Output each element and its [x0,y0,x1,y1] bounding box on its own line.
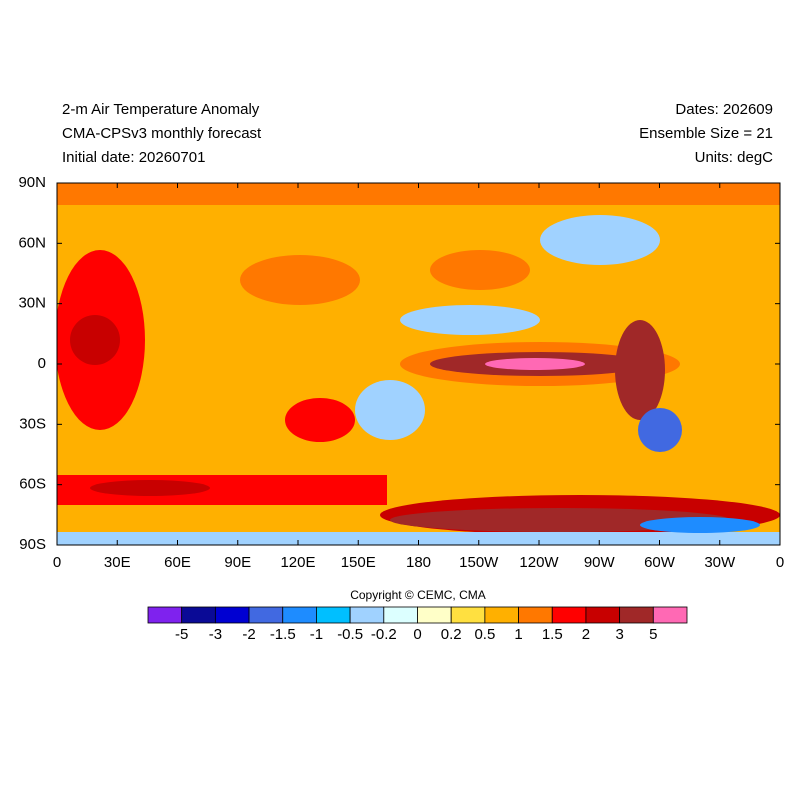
lon-label: 60W [644,554,676,571]
lon-label: 0 [776,554,784,571]
lon-label: 0 [53,554,61,571]
colorbar-label: 2 [582,626,590,643]
title-line: Initial date: 20260701 [62,149,205,166]
colorbar-label: 0.5 [474,626,495,643]
colorbar-box [619,606,654,624]
lat-label: 90N [18,174,46,191]
colorbar-box [652,606,688,624]
info-line: Ensemble Size = 21 [639,125,773,142]
lon-label: 30W [704,554,736,571]
lon-label: 90W [584,554,616,571]
colorbar-label: -2 [242,626,255,643]
colorbar-box [316,606,351,624]
copyright: Copyright © CEMC, CMA [350,588,486,602]
colorbar-label: -0.2 [371,626,397,643]
lat-label: 0 [38,355,46,372]
colorbar-label: 3 [615,626,623,643]
colorbar-box [484,606,519,624]
lat-label: 30S [19,415,46,432]
lon-label: 150E [341,554,376,571]
colorbar-label: -0.5 [337,626,363,643]
lon-label: 120W [519,554,559,571]
title-line: CMA-CPSv3 monthly forecast [62,125,262,142]
colorbar-label: 1 [514,626,522,643]
colorbar-box [551,606,587,624]
colorbar-box [181,606,216,624]
colorbar-box [147,606,183,624]
lon-label: 30E [104,554,131,571]
colorbar-box [518,606,553,624]
colorbar-label: 1.5 [542,626,563,643]
colorbar-box [349,606,385,624]
lon-label: 90E [224,554,251,571]
colorbar-label: 0.2 [441,626,462,643]
info-line: Dates: 202609 [675,101,773,118]
colorbar-box [282,606,317,624]
lon-label: 150W [459,554,499,571]
info-line: Units: degC [695,149,774,166]
lon-label: 120E [280,554,315,571]
colorbar-box [450,606,486,624]
colorbar-box [214,606,250,624]
colorbar-label: -1 [310,626,323,643]
lat-label: 60S [19,476,46,493]
colorbar-label: -1.5 [270,626,296,643]
lon-label: 60E [164,554,191,571]
colorbar-label: -3 [209,626,222,643]
title-line: 2-m Air Temperature Anomaly [62,101,260,118]
lat-label: 60N [18,234,46,251]
colorbar-label: 5 [649,626,657,643]
colorbar-label: 0 [413,626,421,643]
lat-label: 30N [18,295,46,312]
colorbar-label: -5 [175,626,188,643]
lat-label: 90S [19,536,46,553]
colorbar-box [585,606,621,624]
lon-label: 180 [406,554,431,571]
colorbar-box [248,606,284,624]
colorbar-box [383,606,418,624]
anomaly-field [57,183,780,545]
colorbar-box [417,606,452,624]
